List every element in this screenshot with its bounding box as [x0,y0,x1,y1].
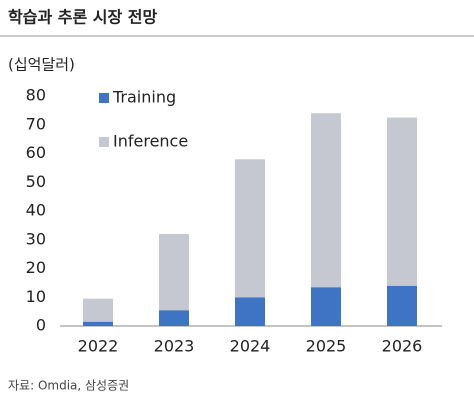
bar-segment [159,234,189,311]
y-tick-label: 60 [26,143,46,162]
bar-segment [235,159,265,298]
bar-segment [159,310,189,326]
y-tick-label: 20 [26,258,46,277]
y-tick-label: 30 [26,229,46,248]
legend-label: Inference [113,132,188,151]
legend-swatch [99,93,109,103]
source-note: 자료: Omdia, 삼성증권 [8,379,129,393]
x-tick-label: 2025 [306,337,347,356]
legend-swatch [99,137,109,147]
bar-segment [387,285,417,326]
y-tick-label: 50 [26,172,46,191]
x-tick-label: 2022 [78,337,119,356]
bar-segment [83,298,113,322]
bar-segment [311,287,341,326]
y-tick-label: 40 [26,201,46,220]
chart-title: 학습과 추론 시장 전망 [8,8,157,27]
bar-segment [311,113,341,288]
bar-segment [83,321,113,326]
y-tick-label: 80 [26,86,46,105]
y-tick-label: 70 [26,114,46,133]
x-tick-label: 2023 [154,337,195,356]
bar-segment [235,297,265,326]
y-tick-label: 10 [26,287,46,306]
x-tick-label: 2026 [382,337,423,356]
bar-segment [387,117,417,286]
x-tick-label: 2024 [230,337,271,356]
unit-label: (십억달러) [8,56,75,74]
legend-label: Training [112,88,176,107]
y-tick-label: 0 [36,316,46,335]
